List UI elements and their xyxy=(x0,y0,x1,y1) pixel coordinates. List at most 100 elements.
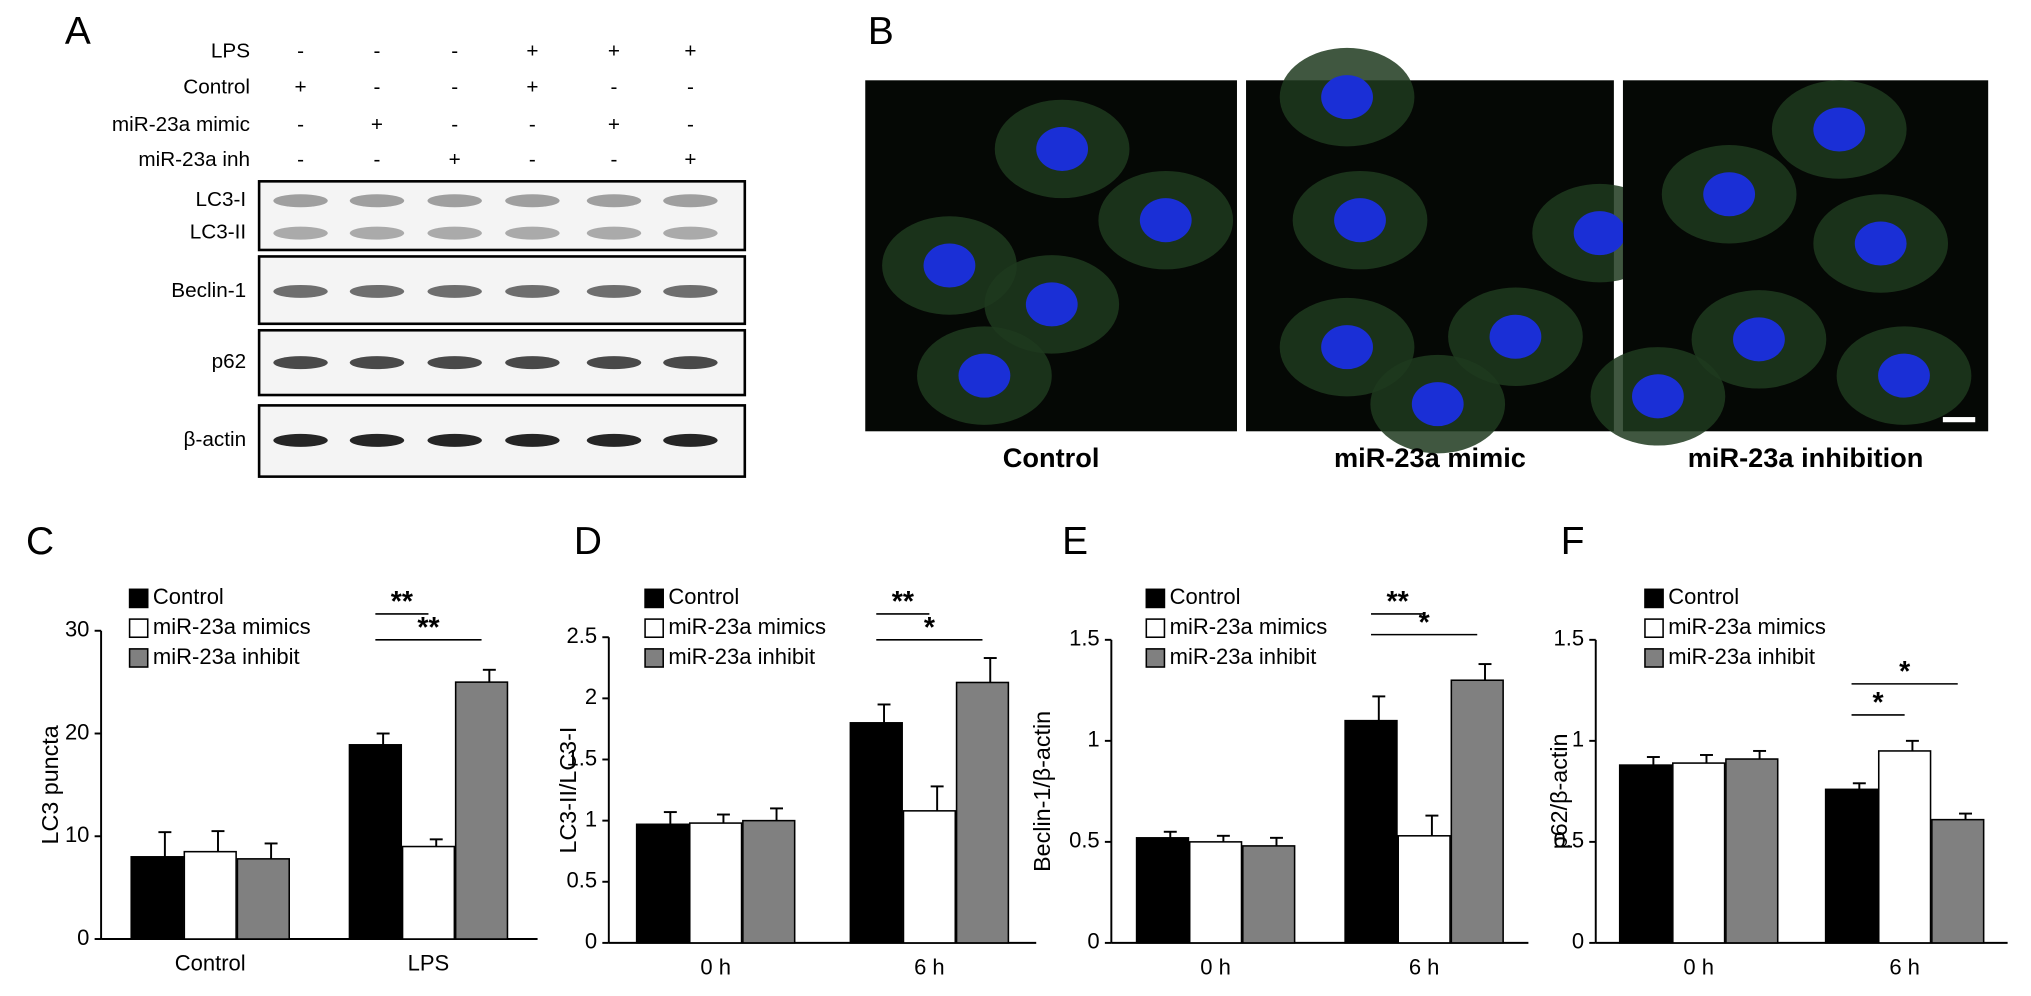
sign: + xyxy=(526,76,538,99)
blot-label: LC3-I xyxy=(195,188,246,211)
cell-nucleus xyxy=(1573,211,1626,256)
y-tick-label: 0.5 xyxy=(1553,828,1584,853)
bar xyxy=(454,681,509,940)
sign: + xyxy=(684,148,696,171)
cell-nucleus xyxy=(1703,172,1756,217)
sign: - xyxy=(611,76,618,99)
legend-swatch xyxy=(1644,588,1664,609)
cell-nucleus xyxy=(1334,198,1386,243)
legend-label: miR-23a mimics xyxy=(1668,614,1826,639)
cell-nucleus xyxy=(958,353,1011,398)
blot-band xyxy=(586,194,642,208)
x-tick-label: Control xyxy=(175,951,246,976)
bar xyxy=(688,822,743,944)
sign: - xyxy=(611,148,618,171)
legend-swatch xyxy=(644,618,664,639)
blot-band xyxy=(349,284,405,298)
x-tick-label: LPS xyxy=(408,951,450,976)
significance-label: ** xyxy=(417,612,440,644)
blot-band xyxy=(505,284,560,298)
legend-label: Control xyxy=(668,584,739,609)
significance-label: ** xyxy=(391,586,414,618)
panel-letter: E xyxy=(1062,520,1088,563)
blot-band xyxy=(586,433,642,447)
legend-label: miR-23a inhibit xyxy=(1668,644,1815,669)
y-tick-label: 0 xyxy=(1087,929,1099,954)
blot-box xyxy=(257,180,747,252)
y-tick-label: 1 xyxy=(1572,727,1584,752)
cell-nucleus xyxy=(1321,325,1373,370)
significance-label: ** xyxy=(1386,586,1409,618)
blot-band xyxy=(427,356,482,370)
sign: - xyxy=(451,113,458,136)
sign: + xyxy=(608,39,620,62)
blot-band xyxy=(505,356,560,370)
blot-label: p62 xyxy=(212,350,247,373)
x-tick-label: 0 h xyxy=(1683,955,1714,980)
legend-swatch xyxy=(1644,618,1664,639)
y-tick-label: 1 xyxy=(585,806,597,831)
x-tick-label: 6 h xyxy=(1889,955,1920,980)
bar xyxy=(1450,679,1504,944)
bar xyxy=(1824,788,1879,944)
x-tick-label: 6 h xyxy=(914,955,945,980)
bar xyxy=(902,810,957,944)
sign: + xyxy=(295,76,307,99)
legend-label: Control xyxy=(1668,584,1739,609)
blot-band xyxy=(663,433,718,447)
blot-band xyxy=(505,433,560,447)
row-label: LPS xyxy=(211,39,250,62)
sign: - xyxy=(529,148,536,171)
legend-swatch xyxy=(128,648,149,668)
legend-swatch xyxy=(644,588,664,609)
blot-label: β-actin xyxy=(184,428,247,451)
blot-band xyxy=(273,356,328,370)
sign: + xyxy=(608,113,620,136)
significance-label: * xyxy=(1873,687,1885,719)
legend-label: miR-23a mimics xyxy=(668,614,826,639)
bar xyxy=(183,850,237,940)
y-tick-label: 0 xyxy=(585,929,597,954)
bar xyxy=(1618,764,1673,944)
y-tick-label: 0.5 xyxy=(567,868,598,893)
x-tick-label: 0 h xyxy=(700,955,731,980)
blot-band xyxy=(427,433,482,447)
legend-swatch xyxy=(1145,648,1166,668)
row-label: miR-23a inh xyxy=(138,148,250,171)
legend-label: miR-23a mimics xyxy=(1170,614,1328,639)
legend-label: miR-23a inhibit xyxy=(1170,644,1317,669)
bar xyxy=(1877,750,1932,944)
blot-label: LC3-II xyxy=(190,221,246,244)
bar xyxy=(1397,835,1451,944)
blot-band xyxy=(663,284,718,298)
blot-band xyxy=(273,194,328,208)
cell-nucleus xyxy=(1489,314,1542,359)
blot-band xyxy=(349,194,405,208)
significance-label: * xyxy=(1419,607,1431,639)
y-axis-label: p62/β-actin xyxy=(1546,734,1572,850)
image-caption: miR-23a mimic xyxy=(1334,442,1526,473)
legend-swatch xyxy=(128,618,149,639)
sign: - xyxy=(451,39,458,62)
sign: - xyxy=(297,113,304,136)
sign: - xyxy=(687,113,694,136)
blot-band xyxy=(427,194,482,208)
blot-band xyxy=(663,356,718,370)
blot-band xyxy=(505,226,560,240)
legend-swatch xyxy=(1145,588,1166,609)
bar xyxy=(1242,845,1296,944)
bar xyxy=(1725,758,1779,944)
blot-band xyxy=(273,433,328,447)
sign: - xyxy=(687,76,694,99)
blot-band xyxy=(273,226,328,240)
blot-band xyxy=(349,226,405,240)
sign: + xyxy=(449,148,461,171)
bar xyxy=(742,819,796,944)
cell-nucleus xyxy=(1025,282,1078,327)
image-caption: Control xyxy=(1003,442,1100,473)
y-tick-label: 0 xyxy=(77,925,89,950)
legend-swatch xyxy=(128,588,149,609)
cell-nucleus xyxy=(1632,374,1684,419)
